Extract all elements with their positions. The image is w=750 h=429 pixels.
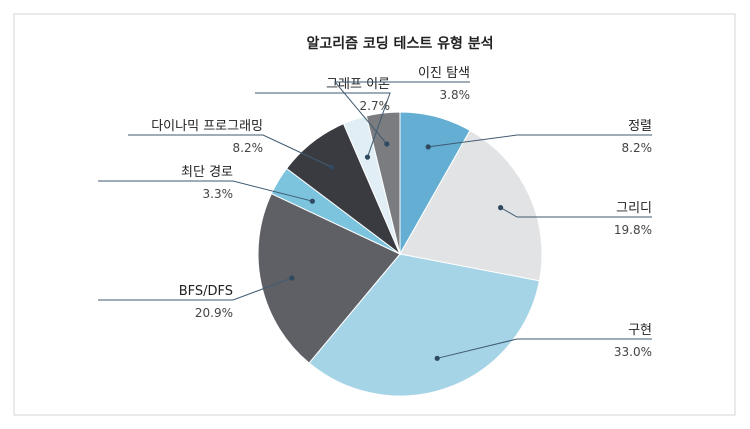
leader-dot [498,205,504,211]
slice-value-label: 3.8% [440,88,471,102]
slice-value-label: 8.2% [233,141,264,155]
leader-line [98,277,293,301]
slice-value-label: 19.8% [614,223,652,237]
slice-label: 그래프 이론 [326,77,390,92]
leader-line [255,92,391,158]
slice-value-label: 33.0% [614,345,652,359]
leader-line [98,180,313,202]
pie-slice [257,193,401,364]
leader-dot [364,154,371,160]
pie-slice [308,253,541,397]
slice-label: 최단 경로 [181,165,233,180]
leader-line [333,81,470,145]
labels-group: 정렬 8.2% 그리디 19.8% 구현 33.0% BFS/DFS 20.9% 최단 경로 3.… [98,66,652,361]
leader-line [500,207,652,218]
leader-dot [309,198,315,204]
leader-line [437,338,652,359]
leader-line [428,134,652,148]
leader-dot [328,164,335,170]
leader-line [128,134,332,168]
slice-label: 구현 [628,323,652,338]
slice-value-label: 20.9% [195,306,233,320]
slice-value-label: 3.3% [203,187,234,201]
leader-dot [434,355,440,361]
slice-label: 다이나믹 프로그래밍 [151,119,263,134]
slice-label: BFS/DFS [179,284,233,299]
chart-title: 알고리즘 코딩 테스트 유형 분석 [307,35,494,52]
leader-dot [289,275,295,281]
slices-group [257,111,543,397]
slice-label: 이진 탐색 [418,66,470,81]
slice-label: 정렬 [628,119,652,134]
slice-value-label: 8.2% [622,141,653,155]
slice-label: 그리디 [616,201,652,216]
leader-dot [425,144,431,150]
leader-dot [384,141,390,147]
slice-value-label: 2.7% [360,99,391,113]
